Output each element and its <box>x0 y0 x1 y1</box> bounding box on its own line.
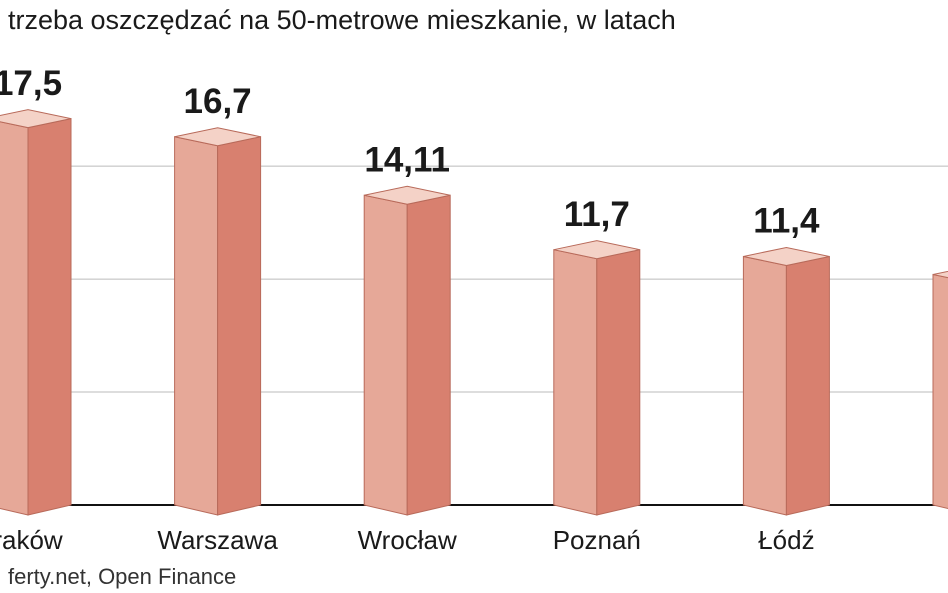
chart-title: trzeba oszczędzać na 50-metrowe mieszkan… <box>8 5 676 35</box>
bar-front <box>553 249 598 516</box>
bar <box>174 127 262 516</box>
x-tick-label: Poznań <box>553 525 641 555</box>
x-tick-label: Warszawa <box>157 525 278 555</box>
x-tick-label: Wrocław <box>358 525 457 555</box>
bar-top <box>174 127 261 147</box>
bar <box>932 270 948 510</box>
bar <box>363 185 451 516</box>
bar-top <box>364 185 451 205</box>
bar <box>553 240 641 516</box>
x-tick-label: raków <box>0 525 63 555</box>
bar-front <box>174 136 219 516</box>
bar-top <box>553 240 640 260</box>
bar-front <box>742 255 787 516</box>
bar-front <box>932 273 948 510</box>
bar <box>742 246 830 516</box>
bar-top <box>0 109 72 129</box>
bar-front <box>363 194 408 516</box>
value-label: 16,7 <box>184 82 252 121</box>
bar <box>0 109 72 516</box>
value-label: 17,5 <box>0 64 62 103</box>
value-label: 11,4 <box>753 202 820 241</box>
bar-side <box>596 249 641 516</box>
bar-top <box>932 270 948 279</box>
bar-side <box>27 118 72 516</box>
bar-side <box>406 194 451 516</box>
bar-front <box>0 121 29 516</box>
bar-top <box>743 246 830 266</box>
bar-side <box>217 136 262 516</box>
bar-side <box>785 255 830 516</box>
source: ferty.net, Open Finance <box>8 564 236 589</box>
value-label: 11,7 <box>564 195 630 234</box>
x-tick-label: Łódź <box>758 525 814 555</box>
value-label: 14,11 <box>364 140 450 179</box>
